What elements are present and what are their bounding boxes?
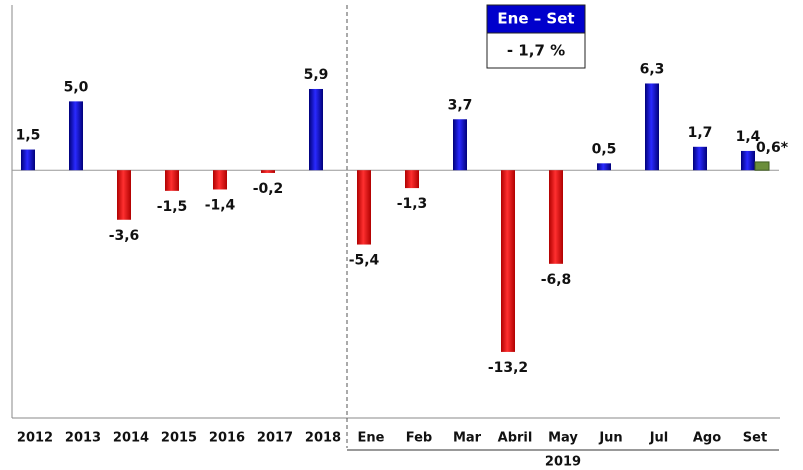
value-label: -6,8	[541, 272, 572, 288]
bar	[405, 170, 419, 189]
bar	[69, 101, 83, 171]
bar	[549, 170, 563, 264]
value-label: -5,4	[349, 253, 380, 269]
x-tick-label: 2017	[257, 431, 293, 446]
value-label: 1,5	[16, 128, 41, 144]
value-label: 5,9	[304, 67, 329, 83]
x-tick-label: Set	[743, 431, 767, 446]
x-tick-label: Feb	[406, 431, 432, 446]
bar	[357, 170, 371, 245]
value-label: -1,5	[157, 199, 188, 215]
value-label: -0,2	[253, 181, 284, 197]
bar	[261, 170, 275, 173]
bar	[453, 119, 467, 171]
x-tick-label: Ago	[693, 431, 721, 446]
value-label: 1,4	[736, 129, 761, 145]
bar	[501, 170, 515, 352]
group-label: 2019	[545, 455, 581, 470]
bar	[754, 161, 770, 171]
annotation-box: Ene – Set - 1,7 %	[486, 4, 586, 69]
bar	[21, 149, 35, 171]
x-tick-label: Mar	[453, 431, 482, 446]
x-tick-label: Jun	[598, 431, 622, 446]
value-label: 0,5	[592, 141, 617, 157]
value-label: 5,0	[64, 79, 89, 95]
value-label: -13,2	[488, 360, 528, 376]
bar	[693, 146, 707, 171]
x-tick-label: May	[548, 431, 578, 446]
box-text: - 1,7 %	[507, 42, 565, 60]
bar	[165, 170, 179, 191]
x-tick-label: 2014	[113, 431, 149, 446]
bar	[741, 150, 755, 171]
value-label: 3,7	[448, 97, 473, 113]
bar	[213, 170, 227, 190]
value-label: -1,3	[397, 196, 428, 212]
x-tick-label: Ene	[358, 431, 385, 446]
x-tick-label: 2013	[65, 431, 101, 446]
value-label: -1,4	[205, 197, 236, 213]
value-label: 1,7	[688, 125, 713, 141]
value-label: 6,3	[640, 61, 665, 77]
bar	[117, 170, 131, 220]
value-label: -3,6	[109, 228, 140, 244]
x-tick-label: 2012	[17, 431, 53, 446]
x-tick-label: 2018	[305, 431, 341, 446]
x-tick-label: Abril	[498, 431, 533, 446]
bar	[309, 88, 323, 171]
x-tick-label: 2015	[161, 431, 197, 446]
x-tick-label: Jul	[649, 431, 669, 446]
box-header	[486, 4, 586, 34]
value-label: 0,6*	[756, 140, 789, 156]
bar	[645, 83, 659, 171]
x-tick-label: 2016	[209, 431, 245, 446]
box-title: Ene – Set	[497, 10, 574, 28]
bar	[597, 163, 611, 171]
